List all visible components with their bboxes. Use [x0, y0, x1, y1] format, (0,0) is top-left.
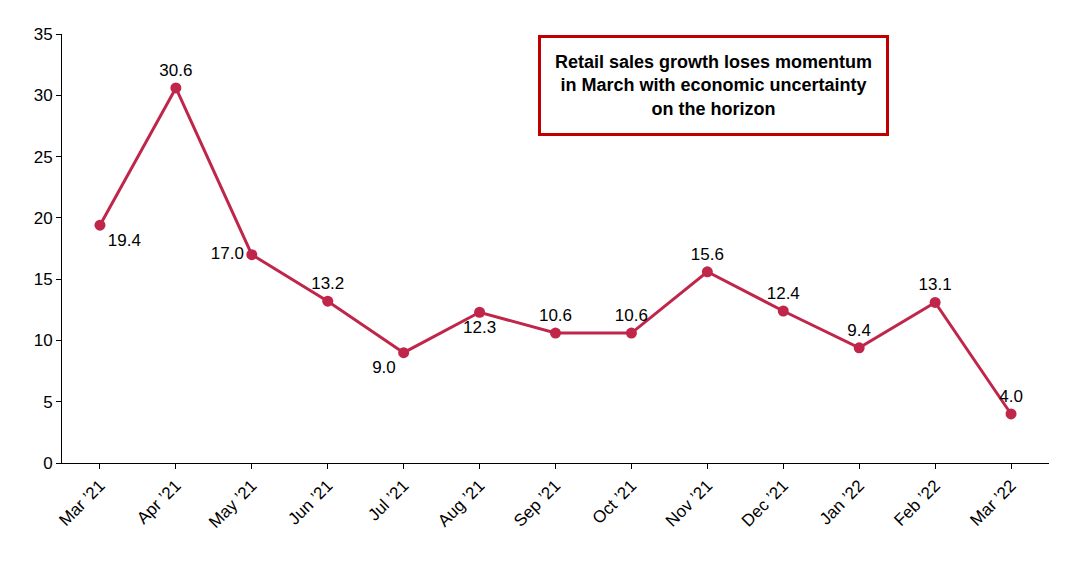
svg-text:Dec ’21: Dec ’21 [738, 476, 792, 530]
svg-text:15.6: 15.6 [691, 245, 724, 264]
svg-text:Sep ’21: Sep ’21 [510, 476, 564, 530]
svg-text:4.0: 4.0 [999, 387, 1023, 406]
svg-text:Mar ’21: Mar ’21 [55, 476, 109, 530]
svg-text:May ’21: May ’21 [205, 476, 261, 532]
svg-text:17.0: 17.0 [211, 244, 244, 263]
svg-text:10.6: 10.6 [539, 306, 572, 325]
svg-text:Jun ’21: Jun ’21 [284, 476, 336, 528]
svg-text:15: 15 [34, 270, 53, 289]
svg-text:30.6: 30.6 [159, 61, 192, 80]
svg-text:Retail sales growth loses mome: Retail sales growth loses momentumin Mar… [555, 52, 872, 119]
svg-text:Aug ’21: Aug ’21 [434, 476, 488, 530]
svg-text:10: 10 [34, 331, 53, 350]
svg-text:Jul ’21: Jul ’21 [364, 476, 412, 524]
svg-text:Apr ’21: Apr ’21 [133, 476, 185, 528]
svg-text:5: 5 [43, 393, 52, 412]
svg-text:0: 0 [43, 454, 52, 473]
svg-text:20: 20 [34, 209, 53, 228]
svg-text:10.6: 10.6 [615, 306, 648, 325]
svg-text:30: 30 [34, 86, 53, 105]
svg-text:9.0: 9.0 [372, 358, 396, 377]
svg-text:12.3: 12.3 [463, 318, 496, 337]
svg-text:9.4: 9.4 [847, 321, 871, 340]
svg-text:13.2: 13.2 [311, 274, 344, 293]
svg-text:19.4: 19.4 [108, 231, 141, 250]
svg-text:Feb ’22: Feb ’22 [890, 476, 944, 530]
svg-text:Oct ’21: Oct ’21 [589, 476, 641, 528]
svg-text:Mar ’22: Mar ’22 [966, 476, 1020, 530]
svg-text:Nov ’21: Nov ’21 [662, 476, 716, 530]
svg-text:Jan ’22: Jan ’22 [816, 476, 868, 528]
svg-text:25: 25 [34, 148, 53, 167]
svg-text:12.4: 12.4 [767, 284, 800, 303]
svg-text:13.1: 13.1 [919, 275, 952, 294]
svg-text:35: 35 [34, 25, 53, 44]
